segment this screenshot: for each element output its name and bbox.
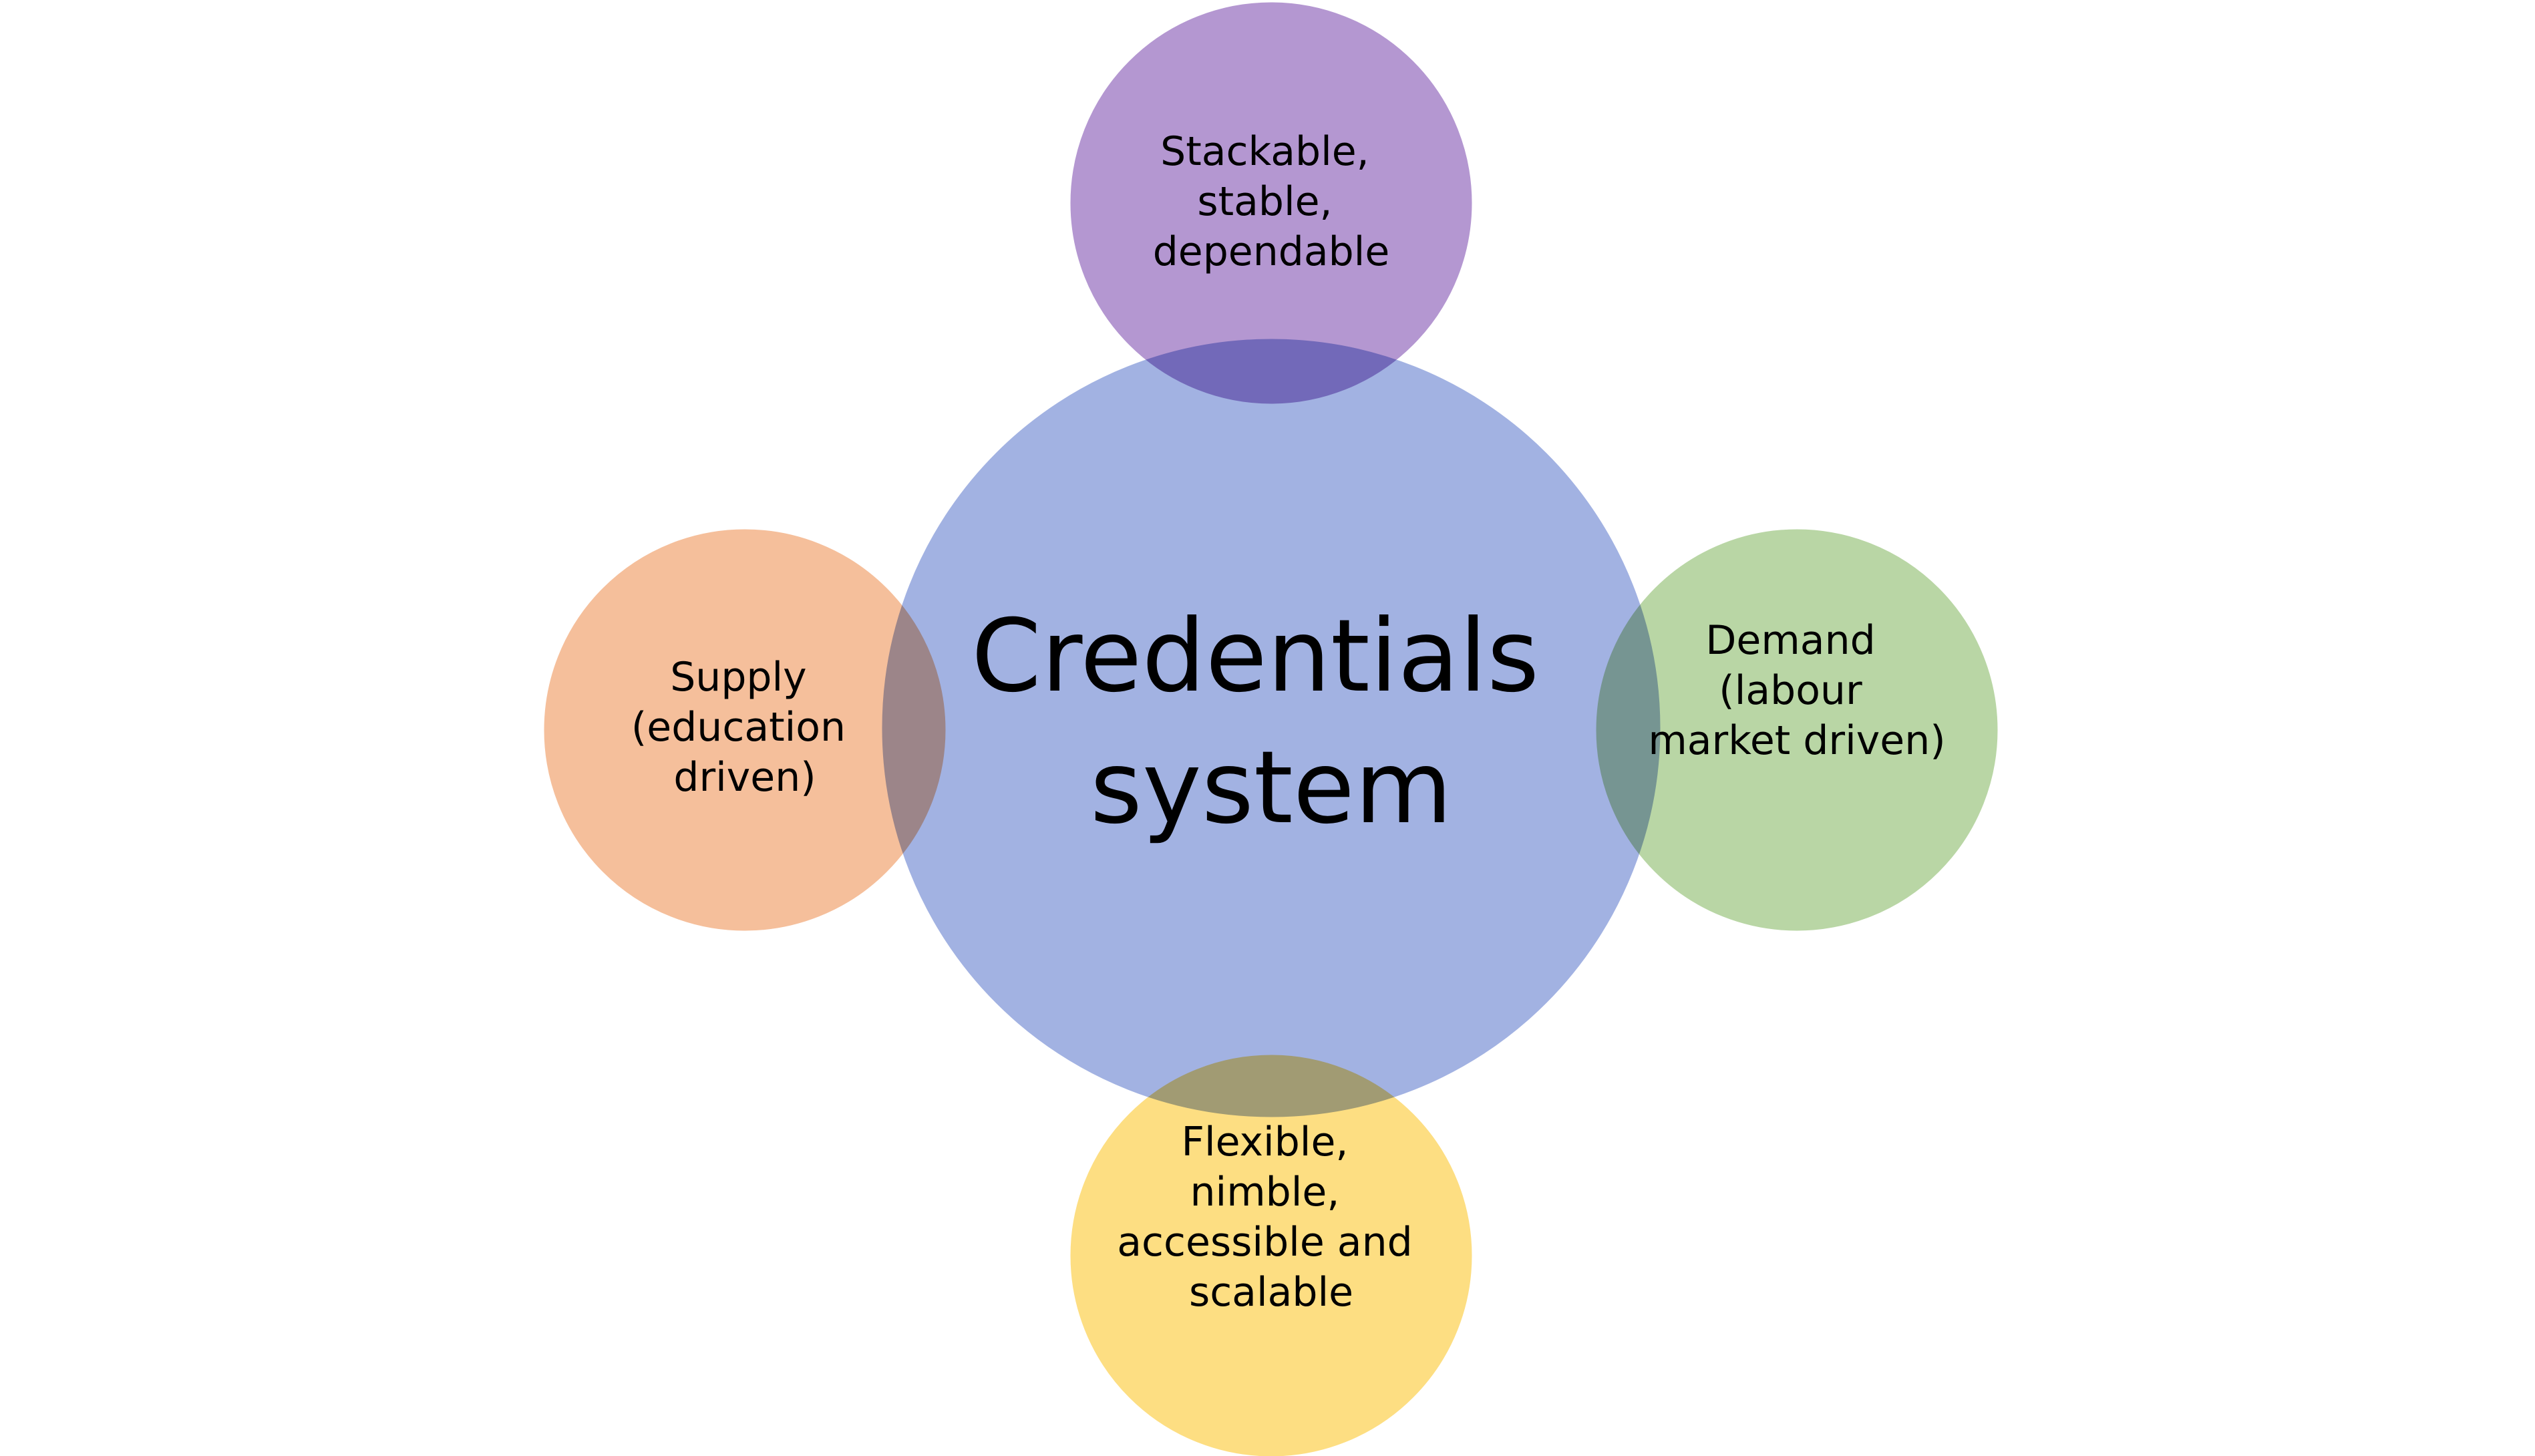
bottom-circle — [1067, 1051, 1476, 1456]
right-circle — [1592, 526, 2001, 934]
right-label-line-2: (labour — [1719, 667, 1862, 714]
left-circle — [540, 526, 949, 934]
top-label-line-1: Stackable, — [1160, 128, 1369, 175]
left-node: Supply (education driven) — [540, 526, 949, 934]
center-circle — [878, 335, 1664, 1121]
bottom-label-line-2: nimble, — [1190, 1169, 1340, 1216]
top-node: Stackable, stable, dependable — [1067, 0, 1476, 407]
top-label-line-3: dependable — [1153, 228, 1390, 275]
top-label: Stackable, stable, dependable — [1153, 128, 1390, 275]
bottom-label: Flexible, nimble, accessible and scalabl… — [1117, 1119, 1425, 1316]
right-node: Demand (labour market driven) — [1592, 526, 2001, 934]
center-node: Credentials system — [878, 335, 1664, 1121]
left-label-line-1: Supply — [670, 654, 806, 701]
right-label-line-3: market driven) — [1648, 717, 1945, 764]
right-label: Demand (labour market driven) — [1648, 617, 1945, 764]
center-label: Credentials system — [971, 598, 1571, 846]
bottom-node: Flexible, nimble, accessible and scalabl… — [1067, 1051, 1476, 1456]
top-circle — [1067, 0, 1476, 407]
center-label-line-2: system — [1090, 730, 1452, 846]
left-label: Supply (education driven) — [631, 654, 858, 801]
bottom-label-line-3: accessible and — [1117, 1219, 1412, 1266]
left-label-line-2: (education — [631, 704, 846, 751]
bottom-label-line-1: Flexible, — [1181, 1119, 1348, 1165]
center-label-line-1: Credentials — [971, 598, 1539, 715]
right-label-line-1: Demand — [1705, 617, 1875, 664]
left-label-line-3: driven) — [673, 754, 816, 801]
top-label-line-2: stable, — [1197, 178, 1332, 225]
bottom-label-line-4: scalable — [1189, 1269, 1353, 1316]
